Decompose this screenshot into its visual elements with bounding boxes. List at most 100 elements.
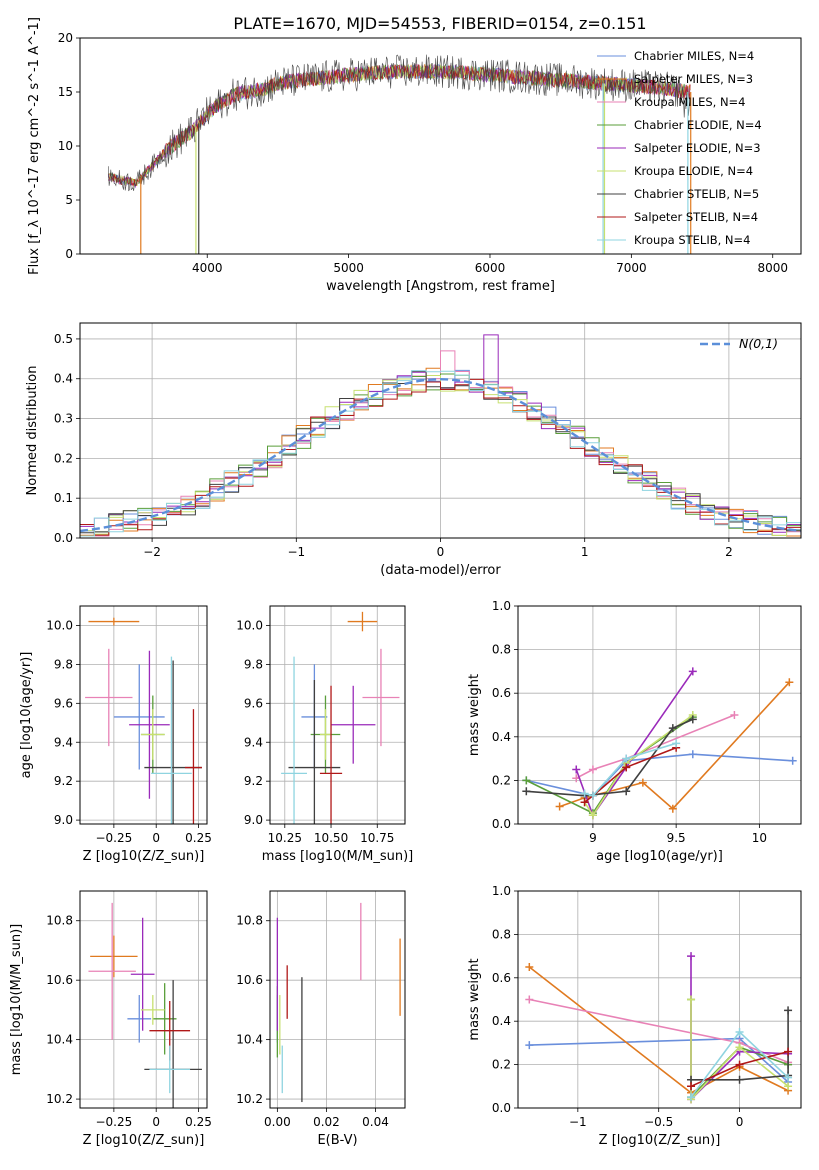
weight-marker: [522, 776, 531, 785]
weight-marker: [784, 1082, 793, 1091]
weight-line: [691, 1010, 789, 1081]
x-tick-label: 9.5: [667, 831, 686, 845]
x-tick-label: 8000: [757, 261, 788, 275]
y-tick-label: 10.6: [236, 973, 263, 987]
weight-marker: [638, 778, 647, 787]
x-axis-label: wavelength [Angstrom, rest frame]: [326, 279, 555, 294]
x-tick-label: −0.5: [644, 1115, 673, 1129]
x-tick-label: 0: [736, 1115, 744, 1129]
plot-area-weight-vs-Z: [525, 952, 793, 1104]
x-tick-label: −2: [143, 545, 161, 559]
weight-marker: [588, 811, 597, 820]
weight-marker: [580, 798, 589, 807]
axes-frame: [517, 890, 802, 1109]
weight-marker: [735, 1060, 744, 1069]
y-tick-label: 0.2: [492, 773, 511, 787]
y-tick-label: 1.0: [492, 599, 511, 613]
legend-entry: Chabrier STELIB, N=5: [634, 187, 759, 201]
y-tick-label: 0.5: [54, 332, 73, 346]
weight-marker: [525, 995, 534, 1004]
axes-frame: [517, 605, 802, 825]
x-tick-label: 0.00: [264, 1115, 291, 1129]
y-axis-label: mass weight: [467, 958, 482, 1040]
axes-frame: [269, 890, 406, 1109]
x-tick-label: 0: [152, 831, 160, 845]
weight-marker: [588, 791, 597, 800]
y-tick-label: 5: [65, 193, 73, 207]
y-axis-label: Normed distribution: [25, 366, 40, 496]
legend-entry: Chabrier MILES, N=4: [634, 49, 754, 63]
x-tick-label: 10.25: [268, 831, 302, 845]
plot-area-mass-vs-Z: [88, 902, 202, 1108]
y-axis-label: age [log10(age/yr)]: [19, 652, 34, 779]
axes-frame: [269, 605, 406, 825]
x-tick-label: 0.04: [362, 1115, 389, 1129]
spectrum-line: [107, 64, 691, 187]
legend-entry: Salpeter MILES, N=3: [634, 72, 753, 86]
weight-marker: [784, 1006, 793, 1015]
panel-age-vs-Z: −0.25 0 0.25 9.0 9.2 9.4 9.6 9.8 10.0 Z [log10(Z/…: [19, 605, 212, 864]
plot-area-spectrum: [107, 54, 692, 254]
y-tick-label: 9.2: [54, 774, 73, 788]
x-axis-label: E(B-V): [317, 1133, 357, 1148]
legend-entry: Kroupa ELODIE, N=4: [634, 164, 753, 178]
legend-entry: Kroupa MILES, N=4: [634, 95, 746, 109]
y-tick-label: 10.8: [236, 914, 263, 928]
panel-residuals: −2 −1 0 1 2 0.0 0.1 0.2 0.3 0.4 0.5 (data-model)/er…: [25, 322, 802, 578]
x-tick-label: 0: [152, 1115, 160, 1129]
weight-marker: [525, 1041, 534, 1050]
plot-area-mass-vs-EBV: [276, 902, 401, 1103]
x-tick-label: −1: [569, 1115, 587, 1129]
weight-marker: [580, 789, 589, 798]
x-axis-label: Z [log10(Z/Z_sun)]: [83, 1133, 205, 1148]
weight-marker: [735, 1075, 744, 1084]
legend-entry: Kroupa STELIB, N=4: [634, 233, 751, 247]
x-axis-label: age [log10(age/yr)]: [596, 849, 723, 864]
gaussian-curve: [80, 377, 801, 533]
axes-frame: [79, 605, 208, 825]
x-tick-label: 0.25: [185, 831, 212, 845]
weight-marker: [622, 763, 631, 772]
y-tick-label: 10.0: [236, 618, 263, 632]
weight-marker: [785, 678, 794, 687]
y-tick-label: 0.4: [54, 372, 73, 386]
y-tick-label: 0.6: [492, 686, 511, 700]
axes-frame: [79, 890, 208, 1109]
x-axis-label: mass [log10(M/M_sun)]: [262, 849, 414, 864]
y-tick-label: 9.0: [244, 813, 263, 827]
weight-line: [575, 714, 735, 779]
panel-spectrum: 4000 5000 6000 7000 8000 0 5 10 15 20 wavelength […: [27, 17, 802, 294]
y-tick-label: 9.6: [54, 696, 73, 710]
x-tick-label: 4000: [192, 261, 223, 275]
legend-entry: Salpeter STELIB, N=4: [634, 210, 758, 224]
y-tick-label: 10.4: [46, 1033, 73, 1047]
panel-mass-vs-EBV: 0.00 0.02 0.04 10.2 10.4 10.6 10.8 E(B-V): [236, 890, 406, 1148]
x-tick-label: −0.25: [95, 1115, 132, 1129]
weight-marker: [784, 1073, 793, 1082]
y-tick-label: 9.4: [244, 735, 263, 749]
legend-entry: Chabrier ELODIE, N=4: [634, 118, 762, 132]
y-tick-label: 9.8: [244, 657, 263, 671]
y-tick-label: 9.8: [54, 657, 73, 671]
x-tick-label: 0.25: [185, 1115, 212, 1129]
histogram-step: [80, 370, 801, 537]
y-tick-label: 0.0: [54, 531, 73, 545]
x-tick-label: 10.75: [360, 831, 394, 845]
weight-marker: [622, 787, 631, 796]
plot-area-residuals: [80, 334, 801, 537]
y-tick-label: 0.8: [492, 927, 511, 941]
y-tick-label: 0.8: [492, 643, 511, 657]
y-axis-label: mass weight: [467, 674, 482, 756]
x-tick-label: 10: [752, 831, 767, 845]
y-tick-label: 10.8: [46, 914, 73, 928]
plot-area-weight-vs-age: [522, 667, 797, 820]
y-axis-label: Flux [f_λ 10^-17 erg cm^-2 s^-1 A^-1]: [27, 17, 42, 275]
weight-marker: [688, 750, 697, 759]
y-tick-label: 0.2: [54, 451, 73, 465]
plot-area-age-vs-Z: [85, 617, 202, 824]
weight-line: [583, 714, 694, 817]
weight-marker: [688, 667, 697, 676]
x-tick-label: −0.25: [95, 831, 132, 845]
x-tick-label: 6000: [475, 261, 506, 275]
